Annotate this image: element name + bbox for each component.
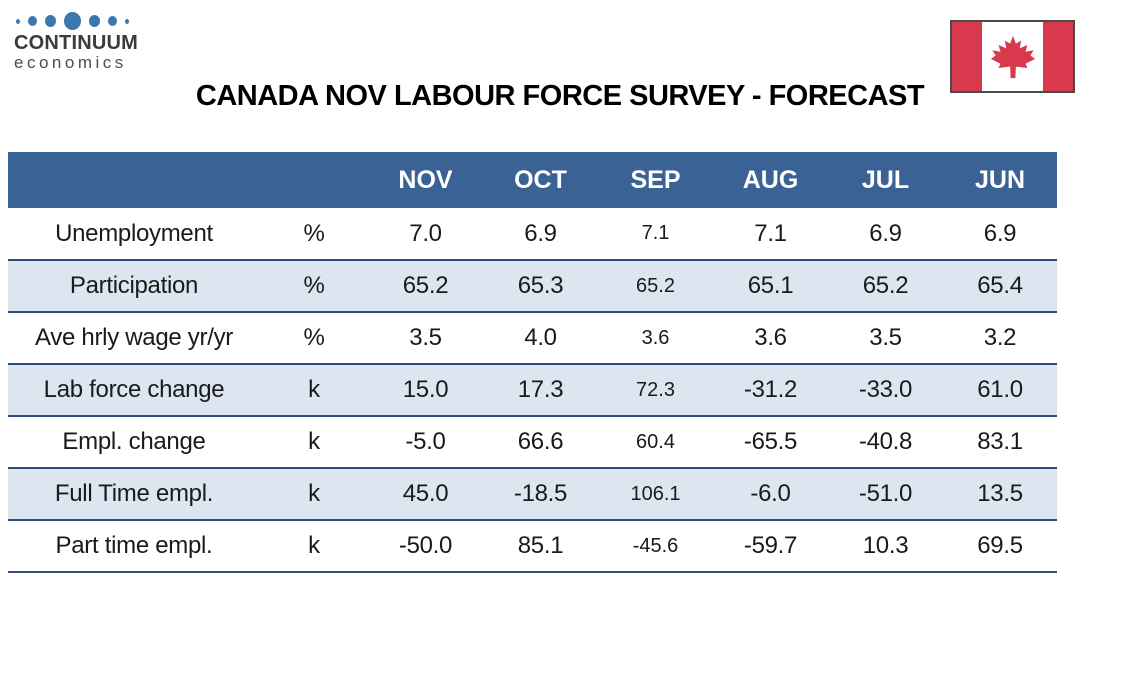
value-cell: 61.0	[943, 364, 1057, 417]
value-cell: 3.2	[943, 312, 1057, 365]
value-cell: 72.3	[598, 364, 713, 417]
value-cell: 65.2	[598, 260, 713, 313]
header-cell-jul: JUL	[828, 152, 943, 208]
flag-center-panel	[982, 22, 1043, 91]
value-cell: 65.4	[943, 260, 1057, 313]
row-label: Ave hrly wage yr/yr	[8, 312, 260, 365]
value-cell: -6.0	[713, 468, 828, 521]
row-unit: k	[260, 416, 368, 469]
value-cell: 65.2	[828, 260, 943, 313]
forecast-table-container: NOV OCT SEP AUG JUL JUN Unemployment % 7…	[8, 152, 1057, 573]
value-cell: 3.5	[828, 312, 943, 365]
logo-dot	[45, 15, 56, 27]
logo-dot	[108, 16, 117, 26]
logo-name: CONTINUUM	[14, 32, 139, 54]
value-cell: 65.2	[368, 260, 483, 313]
value-cell: 85.1	[483, 520, 598, 573]
value-cell: 66.6	[483, 416, 598, 469]
value-cell: 13.5	[943, 468, 1057, 521]
header-row: NOV OCT SEP AUG JUL JUN	[8, 152, 1057, 208]
value-cell: -65.5	[713, 416, 828, 469]
header-cell-unit	[260, 152, 368, 208]
canada-flag-icon	[950, 20, 1075, 93]
header-cell-aug: AUG	[713, 152, 828, 208]
row-label: Part time empl.	[8, 520, 260, 573]
table-row: Full Time empl. k 45.0 -18.5 106.1 -6.0 …	[8, 468, 1057, 521]
table-row: Unemployment % 7.0 6.9 7.1 7.1 6.9 6.9	[8, 208, 1057, 261]
value-cell: 65.1	[713, 260, 828, 313]
page-title: CANADA NOV LABOUR FORCE SURVEY - FORECAS…	[195, 80, 925, 112]
value-cell: 17.3	[483, 364, 598, 417]
logo-dot	[64, 12, 81, 30]
value-cell: -33.0	[828, 364, 943, 417]
value-cell: 69.5	[943, 520, 1057, 573]
value-cell: 7.0	[368, 208, 483, 261]
logo-dot	[16, 18, 20, 24]
header-cell-oct: OCT	[483, 152, 598, 208]
logo-dot	[28, 16, 37, 26]
table-row: Part time empl. k -50.0 85.1 -45.6 -59.7…	[8, 520, 1057, 573]
value-cell: 7.1	[598, 208, 713, 261]
maple-leaf-icon	[990, 35, 1035, 78]
value-cell: 15.0	[368, 364, 483, 417]
flag-left-bar	[952, 22, 983, 91]
value-cell: 10.3	[828, 520, 943, 573]
value-cell: 45.0	[368, 468, 483, 521]
table-row: Empl. change k -5.0 66.6 60.4 -65.5 -40.…	[8, 416, 1057, 469]
table-row: Lab force change k 15.0 17.3 72.3 -31.2 …	[8, 364, 1057, 417]
table-row: Ave hrly wage yr/yr % 3.5 4.0 3.6 3.6 3.…	[8, 312, 1057, 365]
header-cell-jun: JUN	[943, 152, 1057, 208]
header-cell-nov: NOV	[368, 152, 483, 208]
row-label: Lab force change	[8, 364, 260, 417]
row-unit: %	[260, 208, 368, 261]
value-cell: 6.9	[828, 208, 943, 261]
value-cell: -45.6	[598, 520, 713, 573]
value-cell: 3.6	[598, 312, 713, 365]
header-cell-sep: SEP	[598, 152, 713, 208]
value-cell: 60.4	[598, 416, 713, 469]
value-cell: -40.8	[828, 416, 943, 469]
value-cell: -51.0	[828, 468, 943, 521]
logo-dots-icon	[16, 12, 138, 30]
value-cell: -50.0	[368, 520, 483, 573]
value-cell: 3.6	[713, 312, 828, 365]
row-unit: %	[260, 312, 368, 365]
value-cell: 6.9	[943, 208, 1057, 261]
logo-dot	[89, 15, 100, 27]
row-unit: k	[260, 364, 368, 417]
row-unit: k	[260, 468, 368, 521]
row-label: Participation	[8, 260, 260, 313]
value-cell: -31.2	[713, 364, 828, 417]
value-cell: 6.9	[483, 208, 598, 261]
row-label: Empl. change	[8, 416, 260, 469]
table-row: Participation % 65.2 65.3 65.2 65.1 65.2…	[8, 260, 1057, 313]
value-cell: -5.0	[368, 416, 483, 469]
value-cell: 7.1	[713, 208, 828, 261]
value-cell: 3.5	[368, 312, 483, 365]
value-cell: 65.3	[483, 260, 598, 313]
row-unit: k	[260, 520, 368, 573]
logo-subtitle: economics	[14, 53, 127, 72]
header-cell-label	[8, 152, 260, 208]
value-cell: -18.5	[483, 468, 598, 521]
logo-dot	[125, 18, 129, 24]
value-cell: 4.0	[483, 312, 598, 365]
forecast-table: NOV OCT SEP AUG JUL JUN Unemployment % 7…	[8, 152, 1057, 573]
flag-right-bar	[1042, 22, 1073, 91]
value-cell: 83.1	[943, 416, 1057, 469]
row-label: Unemployment	[8, 208, 260, 261]
row-label: Full Time empl.	[8, 468, 260, 521]
row-unit: %	[260, 260, 368, 313]
value-cell: 106.1	[598, 468, 713, 521]
continuum-logo: CONTINUUM economics	[14, 12, 138, 72]
value-cell: -59.7	[713, 520, 828, 573]
